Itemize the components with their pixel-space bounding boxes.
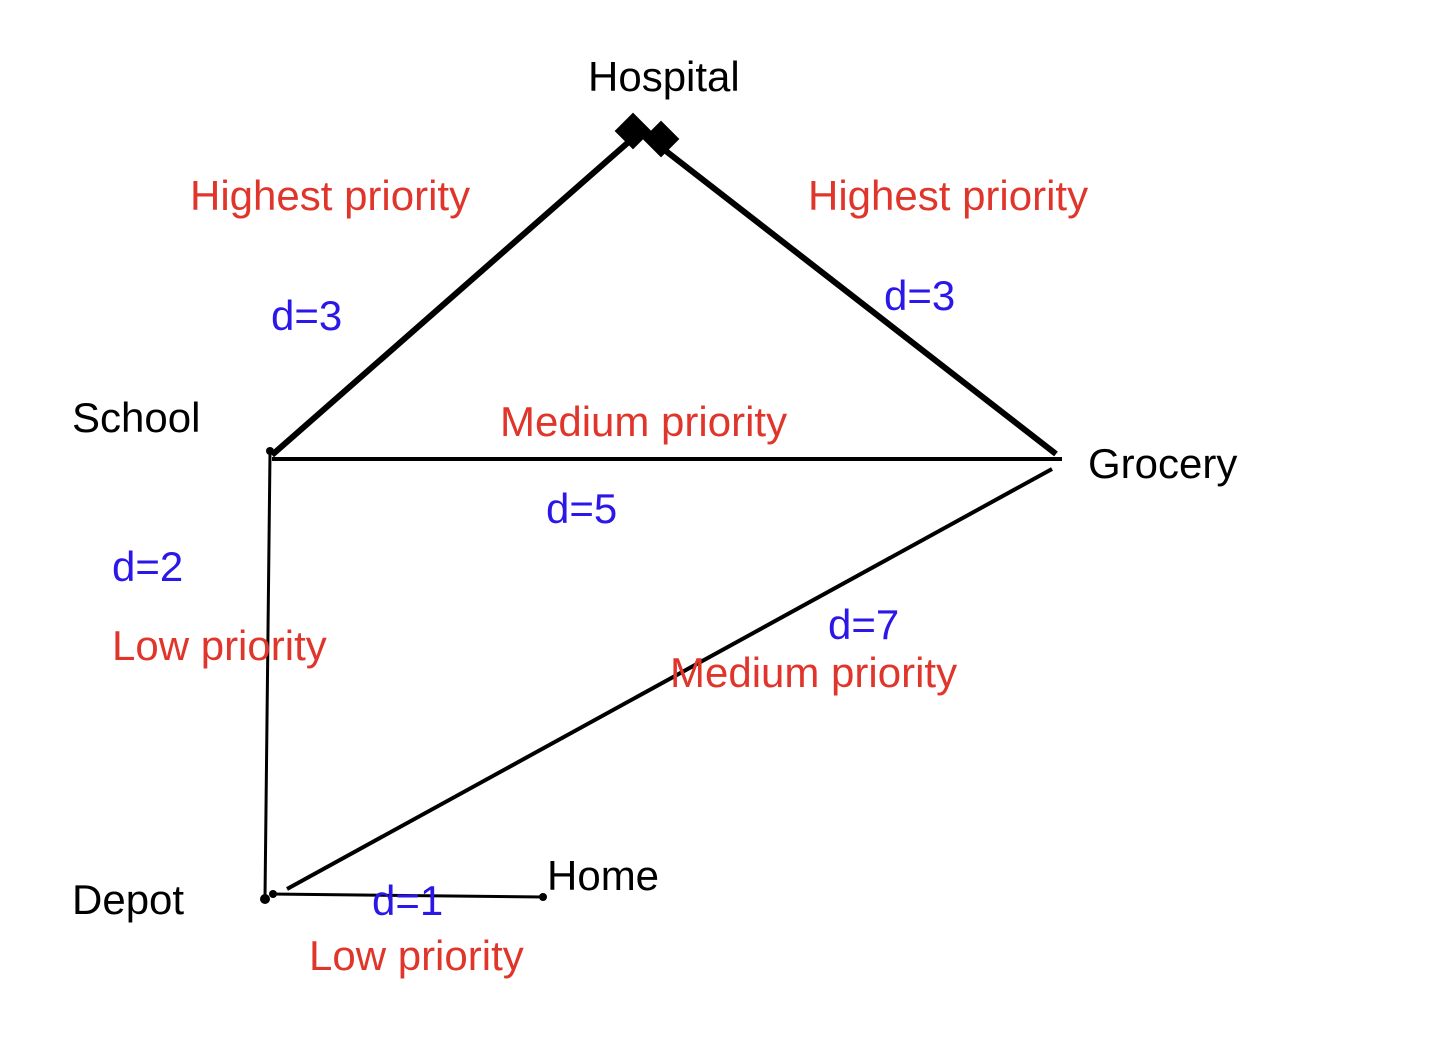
- priority-label-school-hospital: Highest priority: [190, 172, 470, 219]
- priority-label-depot-home: Low priority: [309, 932, 524, 979]
- priority-label-depot-grocery: Medium priority: [670, 649, 957, 696]
- edge-school-hospital: [270, 136, 634, 458]
- distance-label-school-hospital: d=3: [271, 292, 342, 339]
- distance-label-depot-home: d=1: [372, 877, 443, 924]
- hospital-node-marker: [614, 112, 680, 158]
- distance-label-depot-grocery: d=7: [828, 601, 899, 648]
- edge-depot-grocery: [286, 467, 1053, 891]
- distance-label-school-depot: d=2: [112, 543, 183, 590]
- node-label-home: Home: [547, 852, 659, 899]
- depot-node-dot: [260, 894, 270, 904]
- priority-label-hospital-grocery: Highest priority: [808, 172, 1088, 219]
- priority-label-school-grocery: Medium priority: [500, 398, 787, 445]
- school-node-dot: [266, 447, 274, 455]
- node-label-grocery: Grocery: [1088, 440, 1237, 487]
- edge-hospital-grocery: [660, 145, 1058, 457]
- node-label-depot: Depot: [72, 876, 184, 923]
- depot-node-dot-2: [269, 890, 277, 898]
- distance-label-school-grocery: d=5: [546, 485, 617, 532]
- node-label-hospital: Hospital: [588, 53, 740, 100]
- edge-depot-home: [269, 892, 544, 899]
- home-node-dot: [539, 893, 547, 901]
- priority-label-school-depot: Low priority: [112, 622, 327, 669]
- edge-school-depot: [263, 452, 272, 899]
- node-label-school: School: [72, 394, 200, 441]
- distance-label-hospital-grocery: d=3: [884, 272, 955, 319]
